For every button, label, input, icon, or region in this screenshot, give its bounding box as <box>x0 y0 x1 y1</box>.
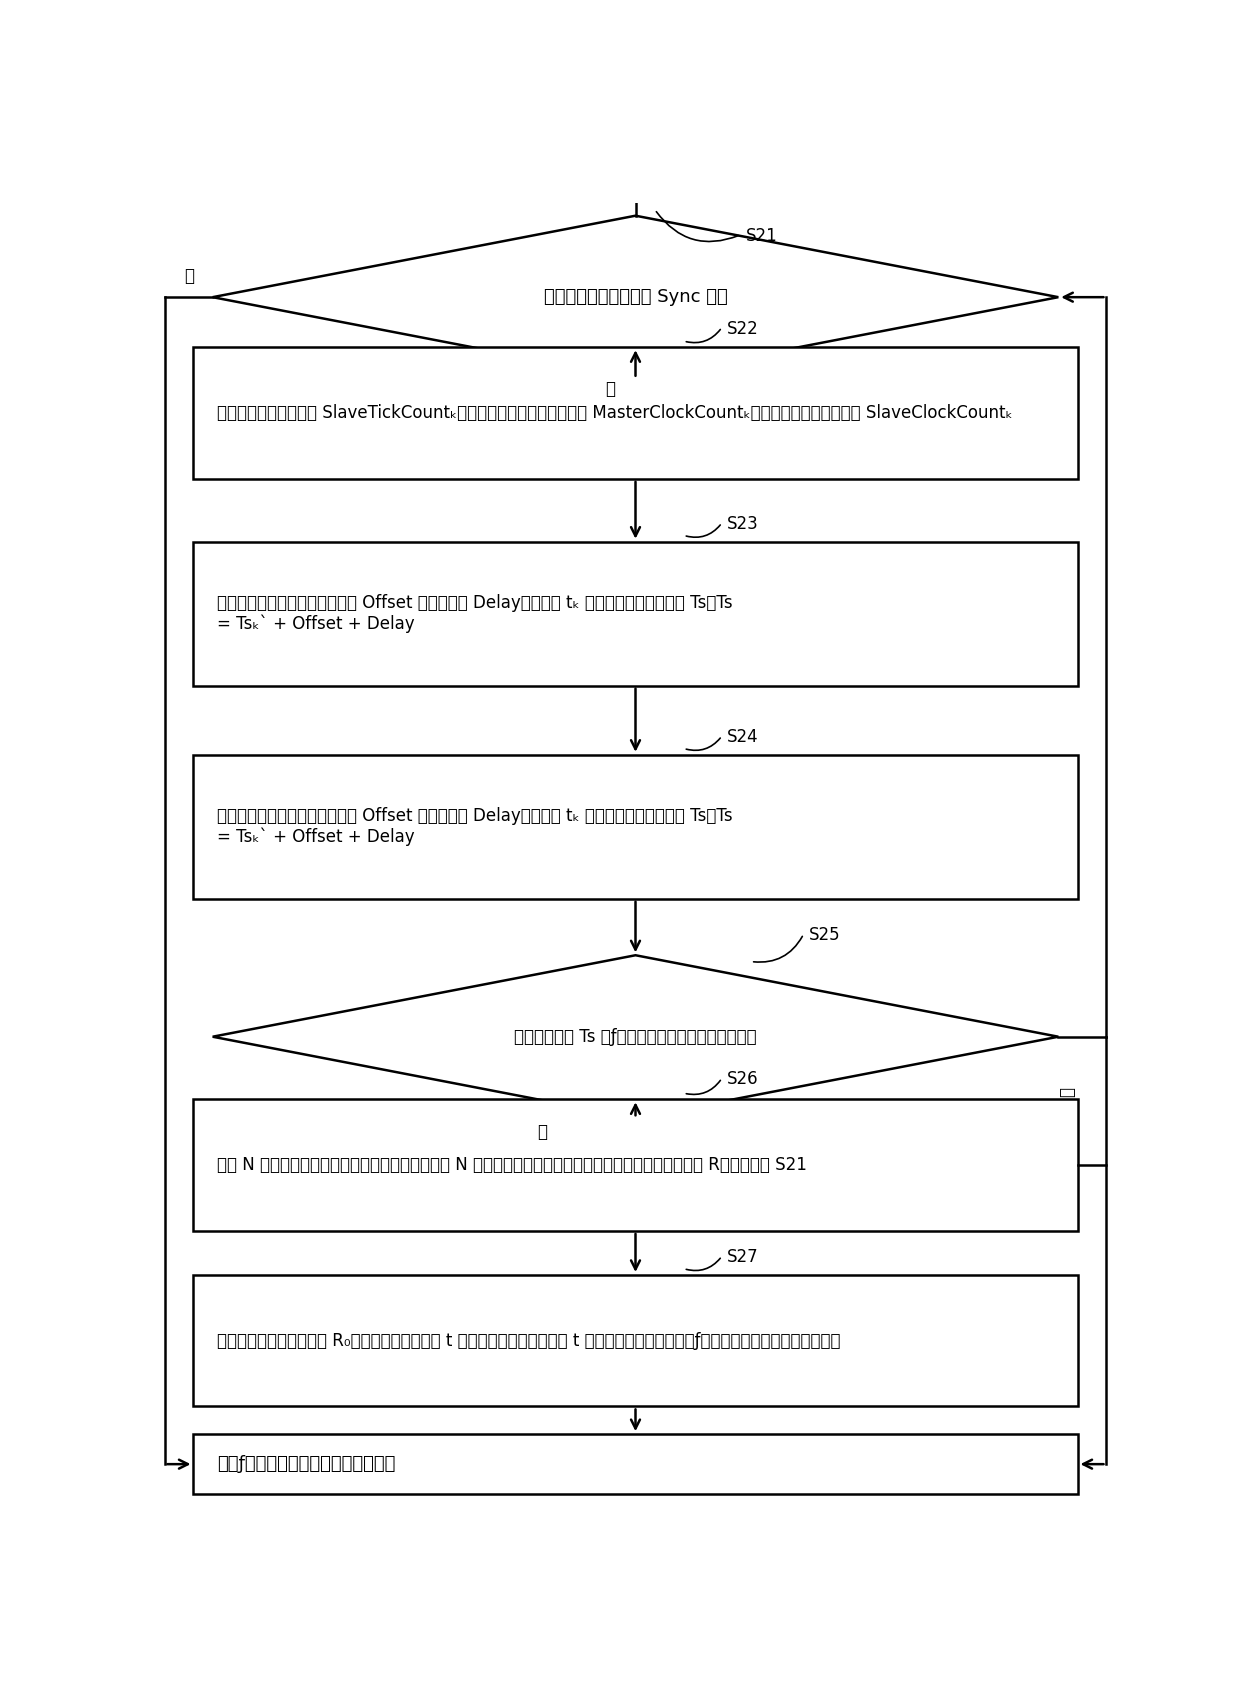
Text: 获取 N 个新的主时钟计数和从时钟计数，基于所述 N 个新的主时钟计数和从时钟计数重新计算频率偏差値 R，转至步骤 S21: 获取 N 个新的主时钟计数和从时钟计数，基于所述 N 个新的主时钟计数和从时钟计… <box>217 1156 807 1175</box>
FancyBboxPatch shape <box>193 755 1078 899</box>
Text: S26: S26 <box>727 1070 759 1089</box>
Text: S23: S23 <box>727 515 759 533</box>
Text: 否: 否 <box>184 267 193 284</box>
Text: 是: 是 <box>1058 1087 1076 1097</box>
FancyBboxPatch shape <box>193 1275 1078 1407</box>
Text: S24: S24 <box>727 728 759 747</box>
FancyBboxPatch shape <box>193 1434 1078 1495</box>
FancyBboxPatch shape <box>193 347 1078 479</box>
Text: 否: 否 <box>537 1122 548 1141</box>
Text: 判断从时钟是否接收到 Sync 报文: 判断从时钟是否接收到 Sync 报文 <box>543 288 728 306</box>
Text: 计算从时钟与主时钟的时间偏差 Offset 和网络延迟 Delay，计算出 tₖ 时刻从时钟的同步时间 Ts，Ts
= Tsₖ` + Offset + Dela: 计算从时钟与主时钟的时间偏差 Offset 和网络延迟 Delay，计算出 tₖ… <box>217 594 733 633</box>
Text: 利用ƒ进行从时钟与主时钟的对时操作: 利用ƒ进行从时钟与主时钟的对时操作 <box>217 1456 396 1473</box>
Text: S25: S25 <box>808 926 841 945</box>
Text: S22: S22 <box>727 320 759 337</box>
Text: 基于所述频率偏差初始値 R₀，估算从时钟在时刻 t 对应的主时钟时间，其中 t 为主时钟的本地时间，用ƒ进行从时钟与主时钟的对时操作: 基于所述频率偏差初始値 R₀，估算从时钟在时刻 t 对应的主时钟时间，其中 t … <box>217 1332 841 1349</box>
Text: 判断同步时间 Ts 与ƒ之间的误差是否在精度要求范围: 判断同步时间 Ts 与ƒ之间的误差是否在精度要求范围 <box>515 1028 756 1046</box>
Text: S21: S21 <box>746 227 777 245</box>
Text: S27: S27 <box>727 1248 759 1266</box>
FancyBboxPatch shape <box>193 1099 1078 1231</box>
FancyBboxPatch shape <box>193 542 1078 686</box>
Text: 是: 是 <box>605 379 615 398</box>
Text: 记录此时的性能计数器 SlaveTickCountₖ，获取计算主时钟的时钟计数 MasterClockCountₖ，计算从时钟的时钟计数 SlaveClockC: 记录此时的性能计数器 SlaveTickCountₖ，获取计算主时钟的时钟计数 … <box>217 405 1013 422</box>
Text: 计算从时钟与主时钟的时间偏差 Offset 和网络延迟 Delay，计算出 tₖ 时刻从时钟的同步时间 Ts，Ts
= Tsₖ` + Offset + Dela: 计算从时钟与主时钟的时间偏差 Offset 和网络延迟 Delay，计算出 tₖ… <box>217 808 733 846</box>
